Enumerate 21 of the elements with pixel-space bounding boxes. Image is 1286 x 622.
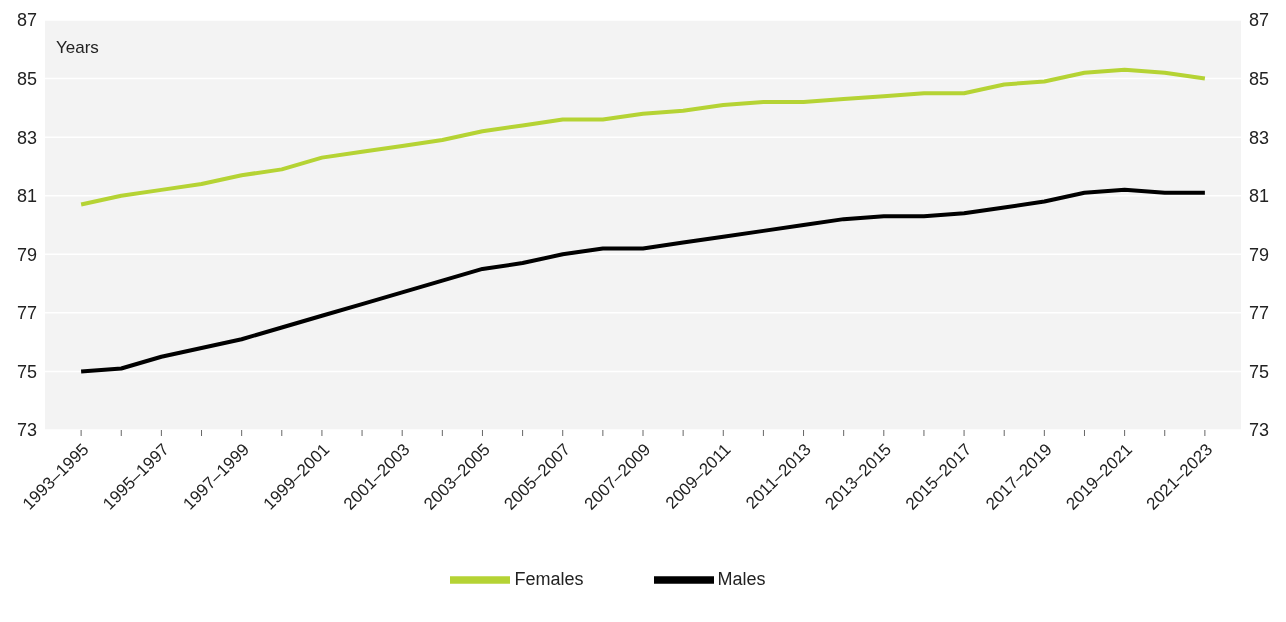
legend-label: Males [717, 568, 766, 589]
y-tick-label: 77 [16, 303, 37, 324]
y-tick-label: 85 [16, 68, 37, 89]
y-tick-label: 79 [16, 244, 37, 265]
y2-tick-label: 83 [1249, 127, 1270, 148]
y-tick-label: 73 [16, 420, 37, 441]
y2-tick-label: 75 [1249, 361, 1270, 382]
y2-tick-label: 81 [1249, 186, 1270, 207]
y-tick-label: 83 [16, 127, 37, 148]
line-series [79, 187, 1207, 374]
y-axis-title: Years [56, 38, 99, 58]
y2-tick-label: 77 [1249, 303, 1270, 324]
y-tick-label: 81 [16, 186, 37, 207]
legend-label: Females [514, 568, 584, 589]
line-series [79, 67, 1207, 207]
y2-tick-label: 73 [1249, 420, 1270, 441]
y-tick-label: 75 [16, 361, 37, 382]
y-tick-label: 87 [16, 10, 37, 31]
y2-tick-label: 85 [1249, 68, 1270, 89]
y2-tick-label: 87 [1249, 10, 1270, 31]
y2-tick-label: 79 [1249, 244, 1270, 265]
